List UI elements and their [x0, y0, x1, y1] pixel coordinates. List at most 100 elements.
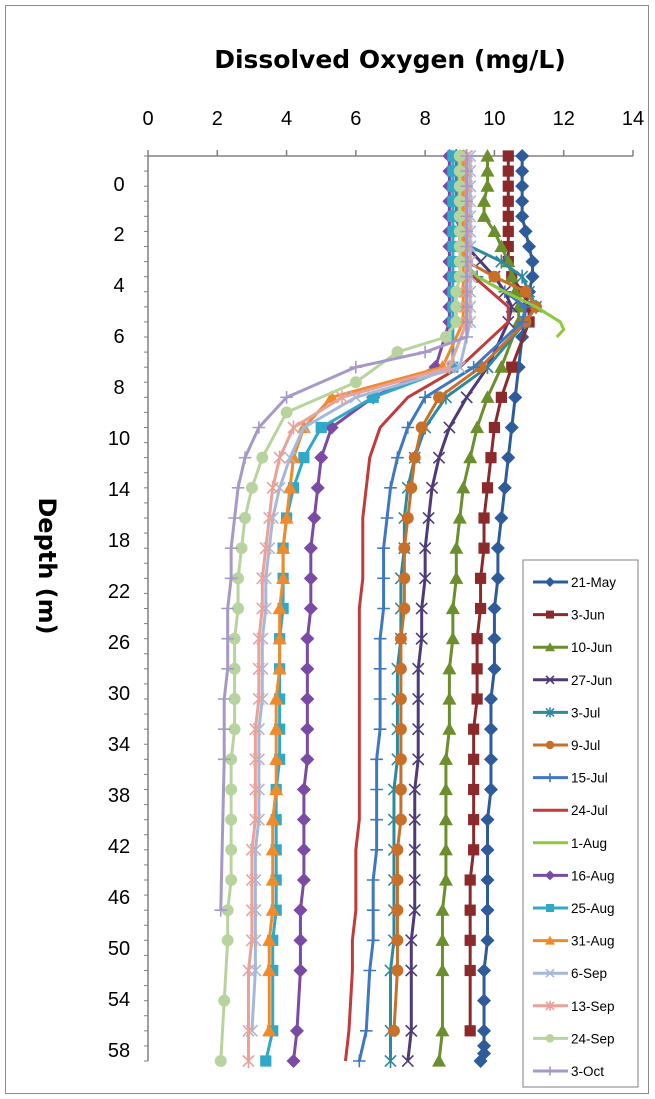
- data-point: [415, 421, 428, 434]
- data-point: [460, 164, 474, 178]
- data-point: [502, 180, 514, 192]
- data-point: [259, 541, 272, 556]
- data-point: [497, 480, 512, 495]
- data-point: [300, 631, 315, 646]
- legend-label: 27-Jun: [571, 673, 612, 688]
- data-point: [515, 179, 530, 194]
- data-point: [349, 376, 362, 389]
- data-point: [422, 511, 435, 525]
- data-point: [235, 542, 248, 555]
- legend-item: 3-Jun: [533, 608, 605, 623]
- x-tick-label: 0: [142, 108, 153, 130]
- data-point: [474, 572, 487, 584]
- data-point: [314, 450, 329, 465]
- data-point: [252, 661, 266, 676]
- data-point: [471, 633, 483, 645]
- data-point: [442, 661, 457, 675]
- data-point: [324, 390, 339, 403]
- data-point: [363, 964, 377, 977]
- data-point: [366, 903, 380, 917]
- data-point: [480, 164, 495, 177]
- legend-item: 3-Jul: [533, 705, 600, 720]
- data-point: [283, 480, 298, 494]
- data-point: [522, 239, 537, 254]
- data-point: [438, 842, 453, 856]
- data-point: [228, 723, 241, 736]
- legend: 21-May 3-Jun 10-Jun 27-Jun 3-Jul 9-Jul 15-Jul 2…: [522, 559, 639, 1088]
- data-point: [300, 661, 315, 676]
- data-point: [405, 934, 418, 947]
- data-point: [442, 722, 457, 735]
- data-point: [217, 722, 231, 736]
- data-point: [249, 752, 262, 767]
- data-point: [391, 934, 404, 947]
- data-point: [443, 360, 456, 375]
- data-point: [252, 421, 266, 434]
- data-point: [502, 195, 514, 207]
- data-point: [398, 542, 411, 555]
- data-point: [456, 480, 471, 494]
- data-point: [464, 1025, 476, 1037]
- legend-item: 6-Sep: [533, 966, 607, 981]
- x-tick-label: 6: [350, 108, 361, 130]
- data-point: [370, 783, 383, 796]
- legend-item: 1-Aug: [533, 836, 607, 851]
- data-point: [460, 240, 474, 253]
- data-point: [433, 391, 445, 404]
- data-point: [453, 210, 466, 223]
- data-point: [477, 963, 492, 978]
- data-point: [545, 707, 555, 718]
- data-point: [296, 842, 311, 857]
- data-point: [460, 285, 474, 299]
- data-point: [221, 934, 234, 947]
- data-point: [545, 870, 555, 881]
- legend-item: 9-Jul: [533, 738, 600, 753]
- data-point: [272, 631, 287, 645]
- x-tick-label: 4: [281, 108, 292, 130]
- data-point: [480, 903, 495, 918]
- legend-item: 10-Jun: [533, 640, 612, 655]
- data-point: [447, 271, 459, 283]
- data-point: [460, 315, 474, 329]
- data-point: [373, 692, 387, 706]
- data-point: [394, 662, 407, 675]
- y-tick-label: 26: [108, 632, 130, 654]
- y-tick-label: 22: [108, 581, 130, 603]
- data-point: [256, 571, 269, 586]
- data-point: [490, 541, 505, 556]
- data-point: [545, 1000, 555, 1011]
- data-point: [300, 692, 315, 706]
- y-tick-label: 10: [108, 428, 130, 450]
- data-point: [224, 541, 238, 555]
- data-point: [415, 632, 428, 645]
- data-point: [447, 255, 459, 268]
- data-point: [265, 873, 280, 886]
- legend-label: 6-Sep: [571, 966, 607, 981]
- data-point: [502, 210, 514, 222]
- data-point: [453, 180, 466, 193]
- data-point: [478, 512, 490, 524]
- data-point: [445, 631, 460, 645]
- data-point: [435, 903, 450, 916]
- legend-item: 27-Jun: [533, 673, 612, 688]
- data-point: [232, 602, 245, 615]
- data-point: [221, 662, 234, 676]
- data-point: [380, 511, 394, 525]
- data-point: [515, 149, 530, 163]
- data-point: [468, 844, 480, 856]
- series-line: [468, 156, 531, 1031]
- data-point: [405, 481, 418, 494]
- data-point: [480, 842, 495, 857]
- data-point: [494, 239, 509, 253]
- data-point: [225, 753, 238, 766]
- data-point: [460, 300, 474, 314]
- data-point: [353, 1054, 366, 1068]
- data-point: [487, 224, 502, 238]
- data-point: [460, 255, 474, 268]
- data-point: [225, 843, 238, 856]
- data-point: [519, 285, 532, 298]
- data-point: [408, 813, 421, 826]
- data-point: [289, 1023, 304, 1038]
- data-point: [471, 663, 483, 675]
- data-point: [272, 601, 287, 615]
